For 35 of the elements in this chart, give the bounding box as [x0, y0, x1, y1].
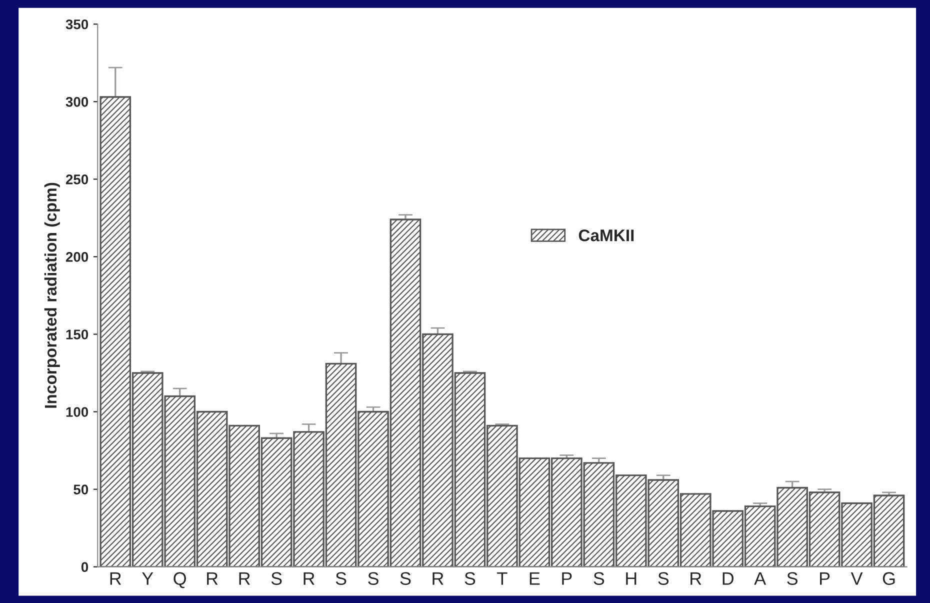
- legend-label: CaMKII: [578, 230, 634, 242]
- x-tick-label: S: [400, 572, 411, 585]
- x-tick-label: P: [820, 572, 830, 585]
- x-tick-label: D: [722, 572, 734, 585]
- x-tick-label: Y: [142, 572, 154, 585]
- y-axis-title: Incorporated radiation (cpm): [44, 182, 60, 408]
- y-tick-label: 200: [66, 252, 88, 262]
- x-tick-label: S: [336, 572, 346, 585]
- x-tick-label: V: [850, 572, 863, 585]
- y-tick-label: 150: [66, 330, 88, 340]
- y-tick-label: 100: [66, 407, 88, 417]
- x-tick-label: S: [658, 572, 669, 585]
- x-tick-label: R: [304, 572, 314, 585]
- y-tick-label: 300: [66, 96, 88, 107]
- y-tick-label: 50: [74, 484, 88, 494]
- x-tick-label: G: [882, 572, 895, 585]
- x-tick-label: S: [594, 572, 604, 585]
- x-tick-label: S: [464, 572, 476, 585]
- x-tick-label: S: [787, 572, 798, 585]
- y-tick-label: 250: [66, 174, 88, 184]
- y-tick-label: 350: [66, 19, 88, 30]
- x-tick-label: A: [754, 572, 766, 585]
- x-tick-label: R: [207, 572, 218, 585]
- x-tick-label: Q: [174, 572, 186, 588]
- x-tick-label: T: [497, 572, 508, 585]
- x-tick-label: R: [432, 572, 444, 585]
- x-tick-label: P: [562, 572, 572, 585]
- x-tick-label: H: [626, 572, 636, 585]
- x-tick-label: R: [110, 572, 122, 585]
- x-tick-label: R: [239, 572, 250, 585]
- x-tick-label: R: [690, 572, 702, 585]
- x-tick-label: S: [271, 572, 282, 585]
- x-tick-label: E: [530, 572, 540, 585]
- x-tick-label: S: [368, 572, 378, 585]
- y-tick-label: 0: [81, 562, 88, 572]
